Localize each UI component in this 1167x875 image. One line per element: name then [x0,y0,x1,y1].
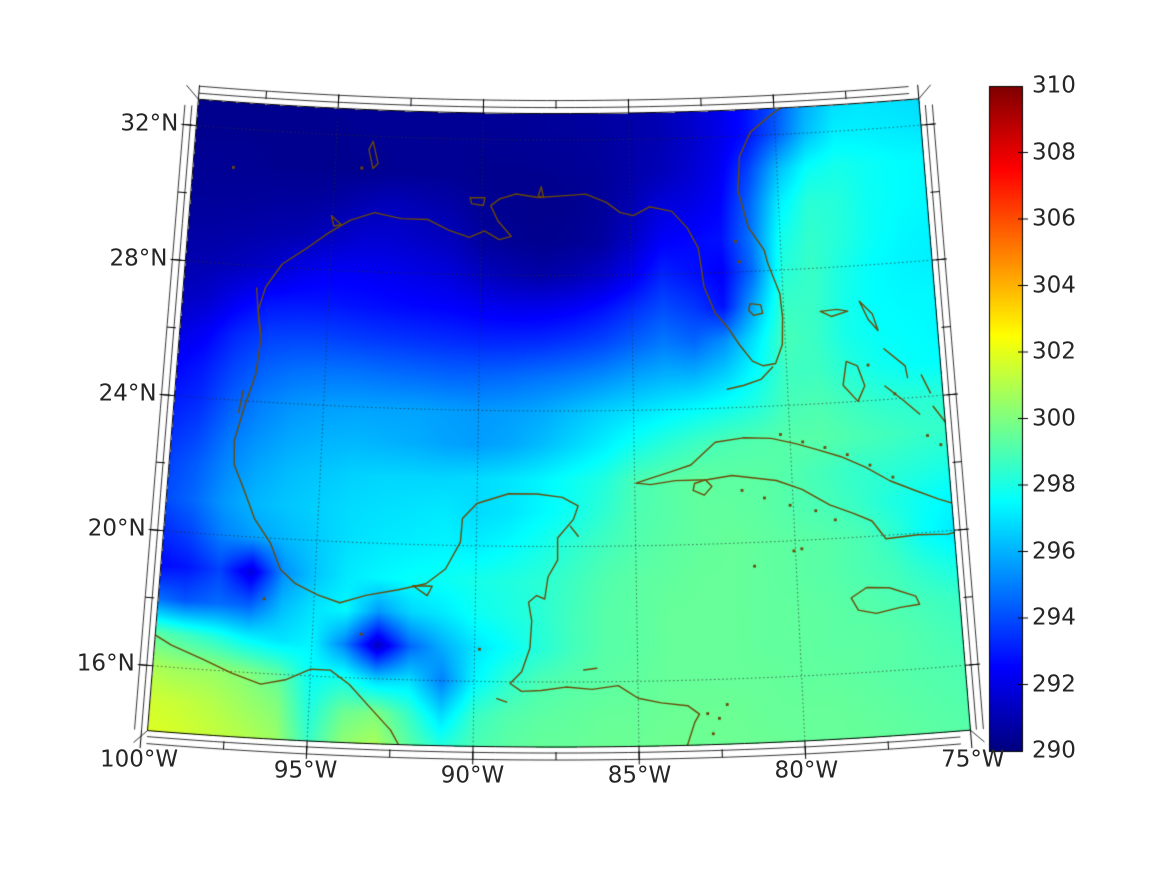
colorbar-tick-label: 308 [1032,139,1076,165]
y-tick-label: 16°N [76,650,135,677]
colorbar-tick-label: 296 [1032,538,1076,564]
x-tick-label: 85°W [607,762,672,789]
x-tick-label: 75°W [941,746,1005,773]
y-tick-label: 20°N [87,515,146,542]
colorbar-tick-label: 294 [1032,604,1076,631]
y-tick-label: 28°N [109,245,168,272]
colorbar-tick-label: 298 [1032,471,1076,498]
x-tick-label: 90°W [440,762,505,789]
x-tick-label: 80°W [774,757,839,784]
colorbar-tick-label: 300 [1032,405,1076,431]
colorbar-tick-label: 304 [1032,272,1076,298]
colorbar-tick-label: 306 [1032,205,1076,232]
x-tick-label: 100°W [100,746,179,773]
y-tick-label: 32°N [120,110,179,137]
colorbar-tick-label: 292 [1032,671,1076,697]
x-tick-label: 95°W [273,757,338,784]
y-tick-label: 24°N [98,380,157,407]
colorbar-tick-label: 290 [1032,737,1076,764]
colorbar-tick-label: 302 [1032,338,1076,365]
colorbar-tick-label: 310 [1032,72,1076,99]
